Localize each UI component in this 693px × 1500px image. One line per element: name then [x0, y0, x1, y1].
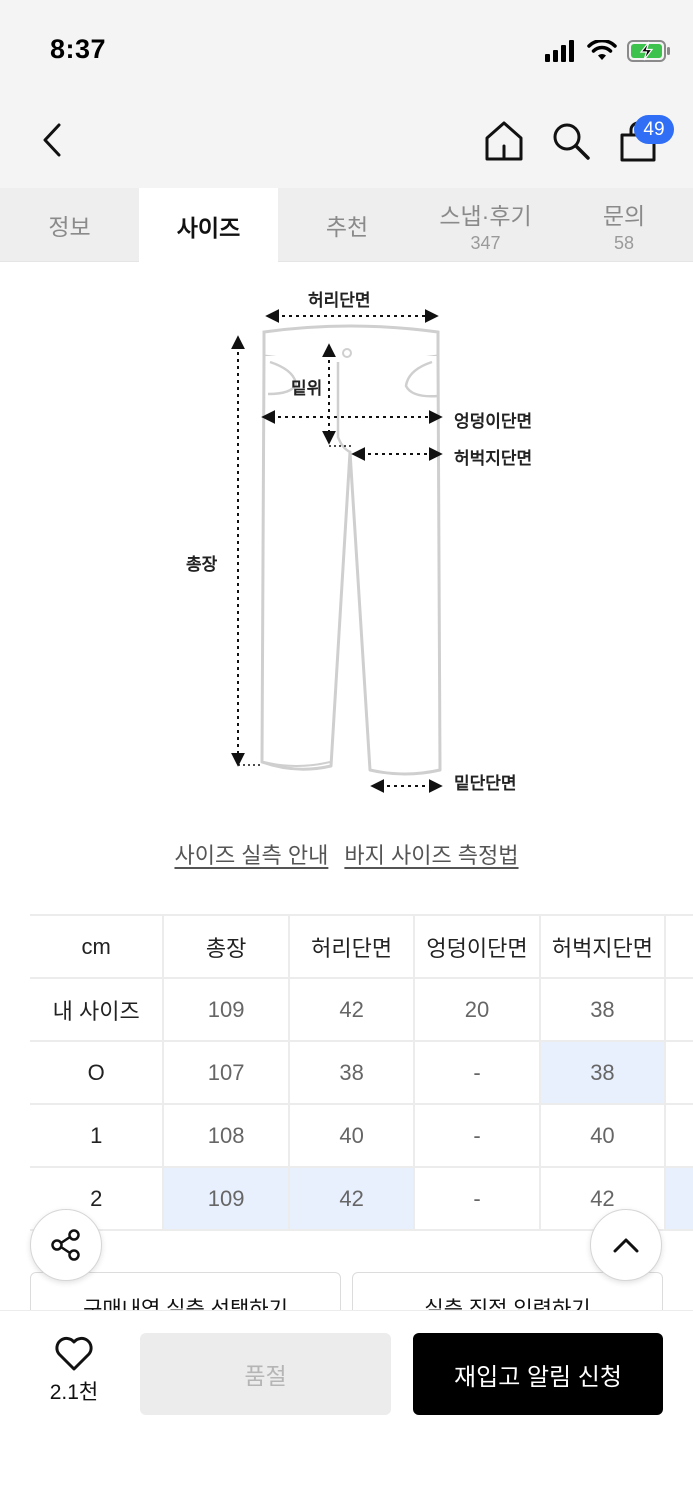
table-header: 총장 — [162, 914, 290, 979]
table-header-overflow — [664, 914, 693, 979]
chevron-up-icon — [613, 1238, 639, 1253]
table-cell: 109 — [162, 977, 290, 1042]
table-cell-overflow — [664, 1040, 693, 1105]
table-header: cm — [30, 914, 165, 979]
battery-charging-icon — [627, 40, 670, 62]
table-header: 엉덩이단면 — [413, 914, 541, 979]
table-cell: 38 — [538, 977, 667, 1042]
like-button[interactable]: 2.1천 — [40, 1336, 108, 1406]
heart-icon — [55, 1336, 93, 1371]
tab-count: 58 — [613, 232, 635, 253]
table-row: 1 108 40 - 40 — [30, 1103, 693, 1168]
table-cell: 40 — [287, 1103, 416, 1168]
table-header: 허벅지단면 — [538, 914, 667, 979]
table-row: O 107 38 - 38 — [30, 1040, 693, 1105]
table-cell: 42 — [287, 977, 416, 1042]
label-hip: 엉덩이단면 — [454, 412, 533, 431]
size-table: cm 총장 허리단면 엉덩이단면 허벅지단면 내 사이즈 109 42 20 3… — [30, 914, 693, 1231]
table-cell-overflow — [664, 1103, 693, 1168]
pants-measurement-diagram: 허리단면 밑위 엉덩이단면 허벅지단면 총장 밑단단면 — [0, 262, 693, 807]
table-row: 내 사이즈 109 42 20 38 — [30, 977, 693, 1042]
table-cell: - — [413, 1166, 541, 1231]
size-measure-guide-link[interactable]: 사이즈 실측 안내 — [174, 843, 329, 868]
table-cell-overflow — [664, 1166, 693, 1231]
label-hem: 밑단단면 — [454, 774, 517, 793]
tab-label: 사이즈 — [176, 214, 241, 241]
share-button[interactable] — [30, 1209, 102, 1281]
label-length: 총장 — [186, 555, 218, 574]
search-button[interactable] — [549, 118, 593, 164]
scroll-top-button[interactable] — [590, 1209, 662, 1281]
restock-alert-button[interactable]: 재입고 알림 신청 — [413, 1333, 663, 1415]
label-thigh: 허벅지단면 — [454, 449, 533, 468]
table-header-row: cm 총장 허리단면 엉덩이단면 허벅지단면 — [30, 914, 693, 979]
label-rise: 밑위 — [291, 379, 323, 398]
table-cell: - — [413, 1040, 541, 1105]
chevron-left-icon — [43, 123, 61, 157]
label-waist: 허리단면 — [308, 291, 371, 310]
table-cell: 40 — [538, 1103, 667, 1168]
tab-count: 347 — [470, 232, 501, 253]
table-cell-highlight: 42 — [287, 1166, 416, 1231]
size-guide-links: 사이즈 실측 안내 바지 사이즈 측정법 — [0, 838, 693, 870]
table-cell: 108 — [162, 1103, 290, 1168]
table-row: 2 109 42 - 42 — [30, 1166, 693, 1231]
row-label: 내 사이즈 — [30, 977, 165, 1042]
tab-bar: 정보 사이즈 추천 스냅·후기 347 문의 58 — [0, 188, 693, 263]
back-button[interactable] — [30, 118, 74, 162]
like-count: 2.1천 — [49, 1381, 99, 1404]
pants-illustration — [231, 309, 443, 793]
cart-count-badge: 49 — [634, 115, 674, 144]
search-icon — [553, 123, 590, 160]
tab-size[interactable]: 사이즈 — [139, 188, 278, 263]
tab-label: 문의 — [602, 202, 646, 229]
share-icon — [51, 1229, 80, 1261]
tab-snap-review[interactable]: 스냅·후기 347 — [416, 188, 555, 262]
table-cell: 107 — [162, 1040, 290, 1105]
tab-label: 정보 — [48, 214, 91, 240]
tab-label: 스냅·후기 — [439, 202, 532, 229]
cellular-signal-icon — [545, 40, 574, 62]
row-label: O — [30, 1040, 165, 1105]
status-time: 8:37 — [50, 34, 107, 64]
table-cell-overflow — [664, 977, 693, 1042]
table-cell-highlight: 109 — [162, 1166, 290, 1231]
table-cell: 38 — [287, 1040, 416, 1105]
table-header: 허리단면 — [287, 914, 416, 979]
tab-recommend[interactable]: 추천 — [278, 188, 416, 262]
pants-measure-method-link[interactable]: 바지 사이즈 측정법 — [344, 843, 519, 868]
soldout-button[interactable]: 품절 — [140, 1333, 391, 1415]
row-label: 1 — [30, 1103, 165, 1168]
status-bar: 8:37 — [0, 0, 693, 95]
tab-info[interactable]: 정보 — [0, 188, 139, 262]
table-cell: - — [413, 1103, 541, 1168]
home-button[interactable] — [482, 118, 526, 164]
status-icons — [545, 36, 671, 66]
tab-qna[interactable]: 문의 58 — [555, 188, 693, 262]
wifi-icon — [587, 40, 617, 60]
table-cell: 20 — [413, 977, 541, 1042]
tab-label: 추천 — [325, 214, 369, 240]
table-cell-highlight: 38 — [538, 1040, 667, 1105]
home-icon — [485, 121, 523, 161]
